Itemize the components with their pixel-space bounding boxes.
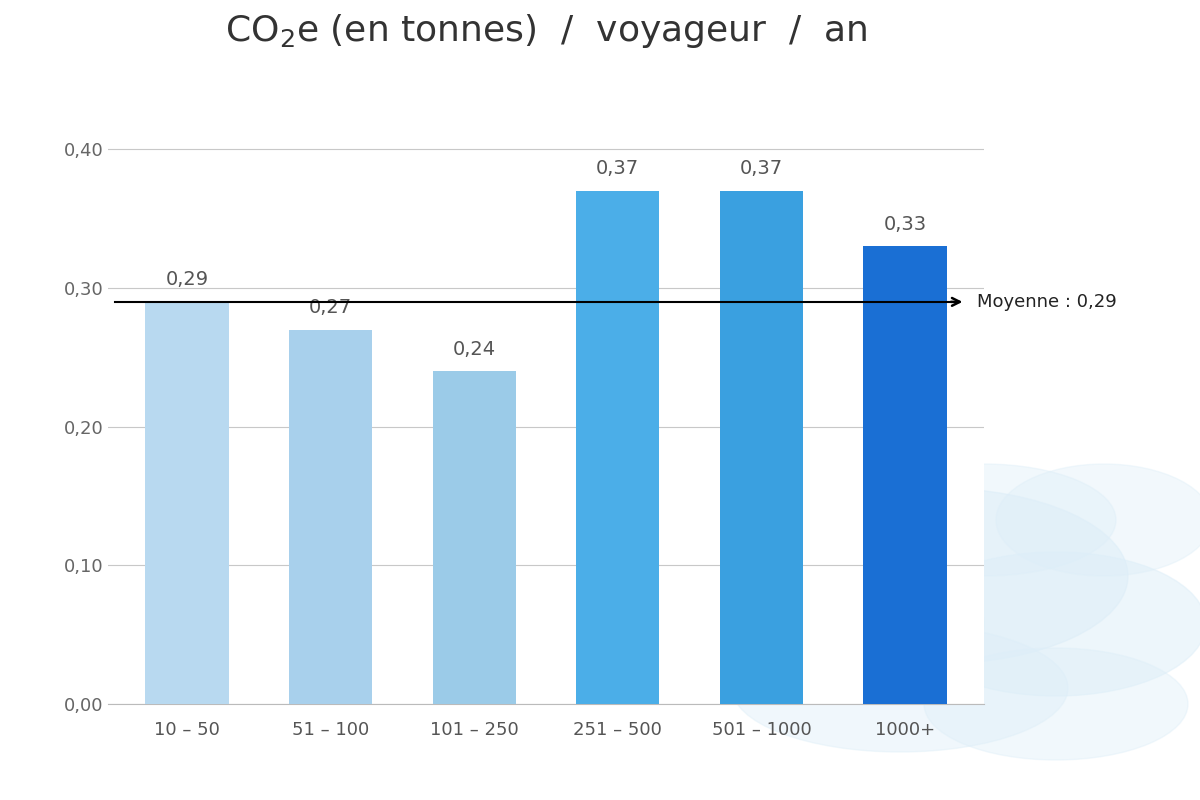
Title: CO$_2$e (en tonnes)  /  voyageur  /  an: CO$_2$e (en tonnes) / voyageur / an (224, 12, 868, 50)
Bar (289, 330, 372, 704)
Text: 0,29: 0,29 (166, 270, 209, 290)
Bar (720, 191, 803, 704)
Bar (145, 302, 229, 704)
Bar (863, 246, 947, 704)
Text: Moyenne : 0,29: Moyenne : 0,29 (977, 293, 1116, 311)
Bar (432, 371, 516, 704)
Text: 0,37: 0,37 (596, 159, 640, 178)
Text: 0,37: 0,37 (740, 159, 782, 178)
Text: 0,24: 0,24 (452, 340, 496, 358)
Bar (576, 191, 660, 704)
Text: 0,27: 0,27 (310, 298, 352, 317)
Text: 0,33: 0,33 (883, 215, 926, 234)
